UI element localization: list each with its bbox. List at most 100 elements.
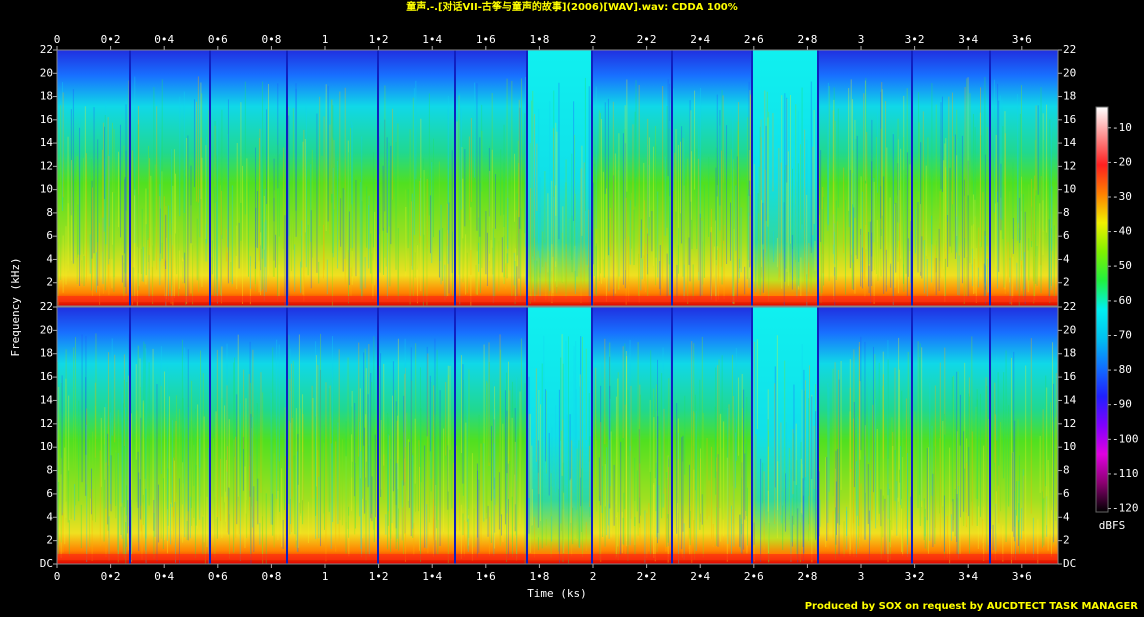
y-tick-label: 8 [46, 464, 53, 477]
track [287, 50, 378, 306]
y-tick-label: 12 [40, 159, 53, 172]
colorbar-tick-label: -110 [1112, 467, 1139, 480]
track [818, 50, 912, 306]
y-tick-label: 4 [46, 252, 53, 265]
y-tick-label: 6 [1063, 487, 1070, 500]
track [912, 307, 990, 564]
colorbar-tick-label: -100 [1112, 432, 1139, 445]
y-tick-label: 14 [1063, 393, 1077, 406]
colorbar-tick-label: -20 [1112, 155, 1132, 168]
y-tick-label: 12 [40, 417, 53, 430]
y-tick-label: 18 [40, 347, 53, 360]
colorbar [1095, 106, 1109, 513]
x-tick-label: 1 [322, 570, 329, 583]
colorbar-tick-label: -30 [1112, 190, 1132, 203]
x-axis-label: Time (ks) [527, 587, 587, 600]
y-tick-label: 8 [1063, 464, 1070, 477]
colorbar-tick-label: -80 [1112, 363, 1132, 376]
x-tick-label: 1•2 [369, 33, 389, 46]
x-tick-label: 1•6 [476, 33, 496, 46]
x-tick-label: 2•2 [637, 33, 657, 46]
x-tick-label: 2 [590, 570, 597, 583]
y-tick-label: 2 [46, 534, 53, 547]
y-tick-label: 6 [46, 487, 53, 500]
y-tick-label: 22 [1063, 43, 1076, 56]
x-tick-label: 1 [322, 33, 329, 46]
y-tick-label: 2 [1063, 534, 1070, 547]
colorbar-tick-label: -70 [1112, 328, 1132, 341]
x-tick-label: 3•4 [958, 570, 978, 583]
y-tick-label: 10 [40, 440, 53, 453]
x-tick-label: 0 [54, 33, 61, 46]
x-tick-label: 2•6 [744, 570, 764, 583]
x-tick-label: 2•8 [797, 33, 817, 46]
spectrogram-panel [56, 50, 1058, 306]
footer: Produced by SOX on request by AUCDTECT T… [805, 601, 1139, 612]
y-tick-label: 20 [40, 66, 53, 79]
x-tick-label: 2•6 [744, 33, 764, 46]
y-tick-label: 18 [40, 90, 53, 103]
x-tick-label: 2•4 [690, 33, 710, 46]
x-tick-label: 0 [54, 570, 61, 583]
track [672, 50, 752, 306]
colorbar-tick-label: -90 [1112, 398, 1132, 411]
y-tick-label: 10 [1063, 183, 1076, 196]
y-tick-label: 22 [40, 300, 53, 313]
track [130, 307, 210, 564]
y-tick-label: 20 [1063, 66, 1076, 79]
x-tick-label: 0•4 [154, 33, 174, 46]
y-tick-label: 2 [46, 276, 53, 289]
x-tick-label: 2•8 [797, 570, 817, 583]
y-tick-label: 10 [40, 183, 53, 196]
x-tick-label: 3 [858, 33, 865, 46]
y-axis-label: Frequency (kHz) [9, 257, 22, 356]
spectrogram-panel [57, 307, 1059, 564]
y-tick-label: 16 [40, 113, 53, 126]
y-tick-label: 4 [1063, 510, 1070, 523]
colorbar-tick-label: -50 [1112, 259, 1132, 272]
plot-frame [56, 306, 1059, 565]
colorbar-tick-label: -120 [1112, 502, 1139, 515]
y-tick-label: 6 [46, 229, 53, 242]
track [672, 307, 752, 564]
track [210, 307, 287, 564]
x-tick-label: 3•6 [1012, 570, 1032, 583]
x-tick-label: 0•8 [261, 570, 281, 583]
track [57, 50, 130, 306]
x-tick-label: 0•2 [101, 33, 121, 46]
colorbar-tick-label: -40 [1112, 225, 1132, 238]
track [527, 307, 592, 564]
y-tick-label: 18 [1063, 90, 1076, 103]
x-tick-label: 1•4 [422, 570, 442, 583]
x-tick-label: 3•2 [905, 33, 925, 46]
y-tick-label: 20 [1063, 323, 1076, 336]
y-tick-label: 20 [40, 323, 53, 336]
x-tick-label: 0•8 [261, 33, 281, 46]
x-tick-label: 1•2 [369, 570, 389, 583]
x-tick-label: 0•6 [208, 570, 228, 583]
y-tick-label: 6 [1063, 229, 1070, 242]
y-tick-label: 22 [1063, 300, 1076, 313]
track [210, 50, 287, 306]
track [818, 307, 912, 564]
y-tick-label: DC [40, 557, 53, 570]
x-tick-label: 3•2 [905, 570, 925, 583]
chart-title: 童声.-.[对话VII-古筝与童声的故事](2006)[WAV].wav: CD… [406, 0, 738, 13]
x-tick-label: 2 [590, 33, 597, 46]
x-tick-label: 0•4 [154, 570, 174, 583]
y-tick-label: 10 [1063, 440, 1076, 453]
x-tick-label: 0•6 [208, 33, 228, 46]
x-tick-label: 3 [858, 570, 865, 583]
y-tick-label: 22 [40, 43, 53, 56]
y-tick-label: 16 [1063, 113, 1076, 126]
track [990, 307, 1058, 564]
track [752, 50, 818, 306]
y-tick-label: 4 [46, 510, 53, 523]
y-tick-label: 14 [40, 136, 54, 149]
track [455, 307, 527, 564]
track [378, 50, 455, 306]
y-tick-label: 14 [40, 393, 54, 406]
x-tick-label: 1•8 [529, 33, 549, 46]
y-tick-label: 16 [1063, 370, 1076, 383]
